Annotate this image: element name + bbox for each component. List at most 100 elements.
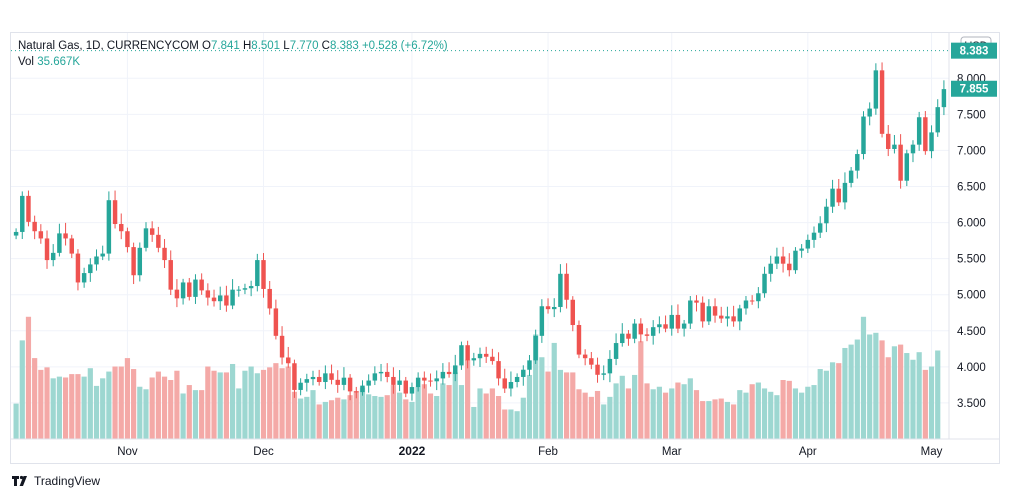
volume-bar (304, 396, 310, 439)
volume-bar (681, 384, 687, 439)
volume-bar (495, 396, 502, 439)
volume-bar (792, 388, 799, 439)
candle-body (119, 224, 124, 232)
candle-body (304, 379, 310, 383)
candle-body (310, 376, 316, 380)
volume-bar (904, 353, 910, 439)
candle-body (286, 357, 291, 364)
volume-bar (836, 363, 842, 439)
volume-bar (916, 352, 922, 439)
candle-body (242, 288, 248, 290)
candle-body (143, 228, 149, 248)
volume-bar (421, 384, 427, 439)
volume-bar (829, 362, 836, 439)
candle-body (663, 324, 668, 329)
legend-high-value: 8.501 (251, 40, 281, 52)
candle-body (335, 379, 340, 385)
volume-bar (434, 396, 440, 439)
candle-body (508, 382, 514, 389)
candle-body (471, 358, 477, 361)
volume-bar (520, 397, 526, 439)
chart-frame[interactable]: 3.500 4.000 4.500 5.000 5.500 6.000 6.500 7.000… (10, 32, 1000, 464)
volume-bar (471, 406, 477, 439)
candle-body (88, 264, 93, 274)
volume-bar (910, 359, 916, 439)
volume-bar (279, 368, 285, 439)
volume-bar (341, 399, 347, 439)
candle-body (780, 256, 786, 264)
volume-bar (192, 390, 199, 439)
volume-bar (922, 369, 928, 439)
legend-close-value: 8.383 (329, 40, 359, 52)
volume-bar (353, 390, 359, 439)
candle-body (162, 247, 167, 261)
candle-body (156, 234, 161, 248)
volume-bar (638, 341, 644, 439)
candle-body (929, 132, 934, 152)
volume-bar (817, 369, 823, 439)
candle-body (217, 295, 223, 302)
volume-bar (25, 316, 32, 439)
candle-body (131, 247, 136, 276)
volume-bar (87, 368, 93, 439)
legend-open-value: 7.841 (211, 40, 240, 52)
volume-bar (93, 385, 100, 439)
candle-body (768, 263, 773, 274)
volume-bar (712, 399, 718, 439)
volume-bar (508, 409, 514, 439)
volume-bar (378, 396, 384, 439)
footer-brand-text: TradingView (34, 474, 101, 488)
volume-bar (755, 382, 761, 439)
volume-bar (118, 366, 124, 439)
candle-body (861, 116, 866, 155)
volume-bar (768, 391, 774, 439)
x-tick-label: Nov (117, 446, 138, 458)
candle-body (793, 250, 798, 271)
volume-bar (780, 380, 786, 439)
volume-bar (384, 395, 390, 439)
candle-body (762, 273, 767, 294)
candle-body (867, 108, 872, 117)
candle-body (483, 353, 489, 357)
candle-body (700, 302, 705, 322)
y-tick-label: 4.000 (957, 362, 986, 374)
candle-body (50, 252, 56, 261)
candle-body (502, 378, 507, 389)
candle-body (360, 385, 365, 393)
candle-body (749, 300, 755, 302)
candle-body (873, 70, 879, 109)
candle-body (347, 377, 353, 392)
candle-body (459, 345, 464, 366)
candle-body (644, 334, 650, 336)
volume-bar (687, 378, 693, 439)
candle-body (613, 343, 619, 359)
volume-bar (229, 363, 236, 439)
candle-body (582, 354, 588, 359)
candle-body (787, 263, 792, 271)
volume-bar (260, 369, 267, 439)
volume-bar (347, 395, 353, 439)
candle-body (403, 380, 409, 394)
volume-bar (644, 383, 650, 439)
candle-body (378, 371, 384, 374)
candle-body (564, 273, 569, 300)
volume-bar (50, 378, 56, 439)
candle-body (453, 365, 458, 375)
candle-body (638, 323, 644, 335)
candle-body (230, 289, 235, 306)
candle-body (886, 133, 891, 149)
volume-bar (149, 377, 155, 439)
volume-bar (75, 374, 81, 439)
candle-body (842, 182, 848, 203)
volume-bar (112, 366, 118, 439)
candle-body (199, 279, 204, 291)
y-tick-label: 5.500 (957, 254, 986, 266)
volume-bar (427, 393, 434, 439)
candlestick-chart[interactable]: 3.500 4.000 4.500 5.000 5.500 6.000 6.500 7.000… (11, 33, 999, 463)
legend-high-label: H (242, 40, 252, 52)
volume-bar (724, 401, 731, 439)
footer-branding[interactable]: TradingView (12, 474, 100, 488)
candle-body (100, 253, 105, 257)
volume-bar (489, 388, 495, 439)
volume-bar (570, 372, 576, 439)
